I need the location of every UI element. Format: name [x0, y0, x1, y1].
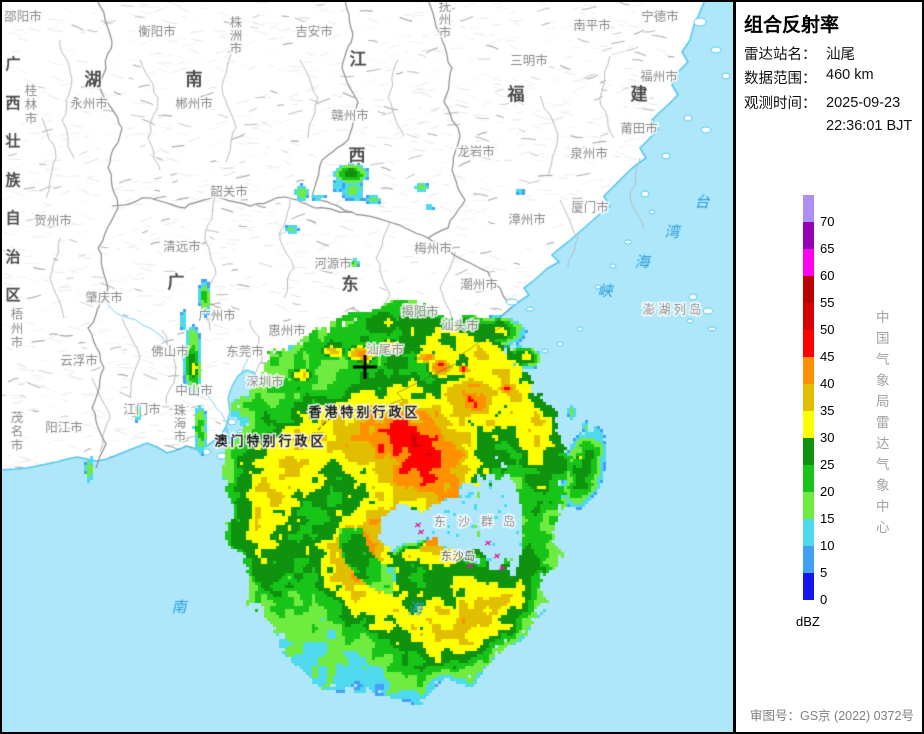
watermark-char: 气 [876, 352, 890, 367]
watermark-char: 局 [876, 394, 890, 409]
data-range-value: 460 km [826, 67, 874, 83]
watermark-char: 象 [876, 478, 890, 493]
legend-value: 70 [820, 214, 835, 229]
legend-color-block [803, 357, 814, 384]
watermark-char: 雷 [876, 415, 890, 430]
legend-color-block [803, 519, 814, 546]
data-range-row: 数据范围： 460 km [744, 67, 874, 88]
info-panel: 组合反射率 雷达站名： 汕尾 数据范围： 460 km 观测时间： 2025-0… [733, 2, 922, 732]
watermark-char: 气 [876, 457, 890, 472]
legend-value: 30 [820, 430, 835, 445]
map-license-number: 审图号：GS京 (2022) 0372号 [750, 709, 914, 723]
legend-color-block [803, 303, 814, 330]
legend-value: 55 [820, 295, 835, 310]
watermark-char: 中 [876, 499, 890, 514]
watermark-char: 象 [876, 373, 890, 388]
watermark-char: 国 [876, 331, 890, 346]
radar-map [2, 2, 733, 732]
observation-time-label: 观测时间： [744, 96, 817, 112]
legend-color-block [803, 573, 814, 600]
legend-value: 0 [820, 592, 828, 607]
legend-color-block [803, 546, 814, 573]
watermark-char: 达 [876, 436, 890, 451]
legend-color-block [803, 195, 814, 222]
legend-color-block [803, 249, 814, 276]
radar-station-label: 雷达站名： [744, 47, 817, 63]
observation-clock: 22:36:01 BJT [826, 118, 913, 134]
legend-value: 25 [820, 457, 835, 472]
observation-date: 2025-09-23 [826, 95, 901, 111]
legend-color-block [803, 465, 814, 492]
observation-time-row: 观测时间： 2025-09-23 22:36:01 BJT [744, 92, 912, 138]
legend-value: 50 [820, 322, 835, 337]
legend-color-block [803, 411, 814, 438]
legend-value: 40 [820, 376, 835, 391]
legend-value: 35 [820, 403, 835, 418]
legend-value: 20 [820, 484, 835, 499]
legend-color-block [803, 492, 814, 519]
legend-color-block [803, 330, 814, 357]
legend-color-block [803, 384, 814, 411]
radar-station-row: 雷达站名： 汕尾 [744, 43, 855, 64]
legend-value: 45 [820, 349, 835, 364]
legend-color-block [803, 222, 814, 249]
watermark-char: 心 [876, 520, 890, 535]
watermark-char: 中 [876, 310, 890, 325]
legend-color-block [803, 438, 814, 465]
observation-time-value: 2025-09-23 22:36:01 BJT [826, 92, 912, 138]
product-title: 组合反射率 [744, 15, 840, 36]
legend-unit: dBZ [796, 614, 820, 629]
legend-value: 5 [820, 565, 828, 580]
legend-value: 10 [820, 538, 835, 553]
legend-value: 60 [820, 268, 835, 283]
radar-station-value: 汕尾 [826, 47, 855, 63]
legend-value: 65 [820, 241, 835, 256]
legend-value: 15 [820, 511, 835, 526]
legend-color-block [803, 276, 814, 303]
data-range-label: 数据范围： [744, 71, 817, 87]
